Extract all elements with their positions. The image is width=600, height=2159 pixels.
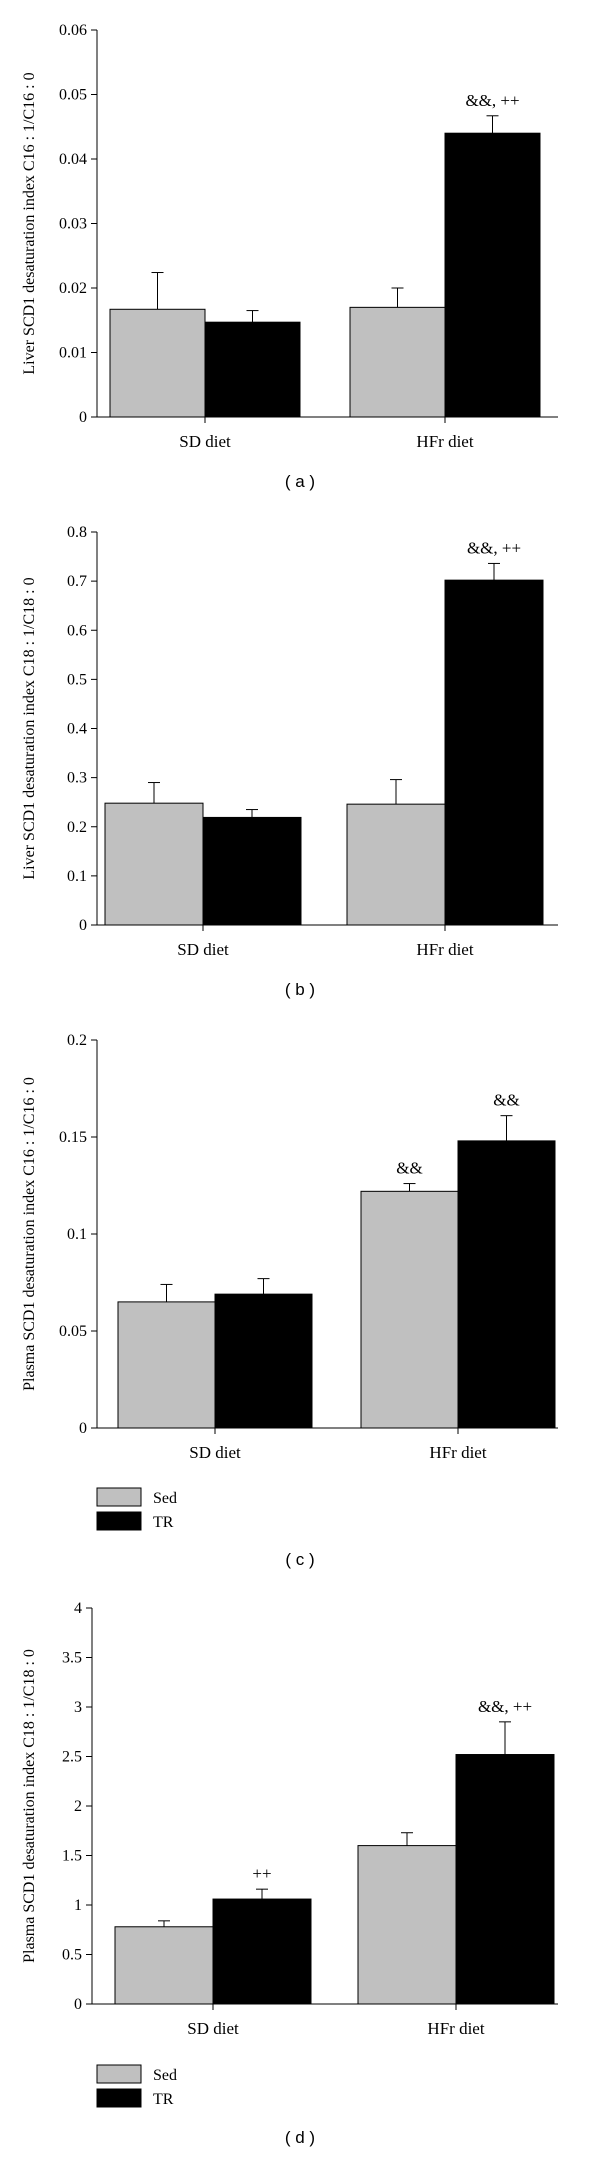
bar-sed-1 bbox=[346, 803, 446, 926]
bar-tr-0 bbox=[212, 1898, 312, 2005]
y-tick-label: 1 bbox=[74, 1897, 82, 1914]
legend: Sed TR bbox=[96, 1487, 177, 1531]
x-category-label: SD diet bbox=[179, 432, 231, 451]
y-tick-label: 0.06 bbox=[59, 22, 87, 39]
chart-panel-b: 0 0.1 0.2 0.3 0.4 0.5 0.6 0.7 0.8 Liver SCD1 desa… bbox=[21, 524, 558, 999]
bar-sed-0 bbox=[114, 1926, 214, 2005]
significance-annotation: &&, ++ bbox=[465, 91, 519, 110]
significance-annotation: &&, ++ bbox=[467, 538, 521, 557]
y-tick-label: 1.5 bbox=[62, 1848, 82, 1865]
y-tick-label: 0.01 bbox=[59, 345, 87, 362]
legend-label: TR bbox=[153, 1514, 174, 1531]
significance-annotation: && bbox=[493, 1091, 519, 1110]
legend: Sed TR bbox=[96, 2064, 177, 2108]
y-tick-label: 0.05 bbox=[59, 87, 87, 104]
bar-sed-1 bbox=[360, 1190, 459, 1429]
panel-label: ( d ) bbox=[285, 2128, 315, 2147]
y-tick-label: 0.02 bbox=[59, 280, 87, 297]
bar-sed-0 bbox=[117, 1301, 216, 1429]
x-category-label: HFr diet bbox=[416, 432, 473, 451]
y-tick-label: 0.15 bbox=[59, 1129, 87, 1146]
y-axis-title: Liver SCD1 desaturation index C18 : 1/C1… bbox=[21, 577, 38, 879]
significance-annotation: ++ bbox=[252, 1864, 271, 1883]
panel-label: ( b ) bbox=[285, 980, 315, 999]
y-axis-title: Liver SCD1 desaturation index C16 : 1/C1… bbox=[21, 72, 38, 374]
y-tick-label: 0.03 bbox=[59, 216, 87, 233]
y-axis-title: Plasma SCD1 desaturation index C18 : 1/C… bbox=[21, 1649, 38, 1963]
legend-swatch-sed bbox=[96, 1487, 142, 1507]
y-tick-label: 0.7 bbox=[67, 573, 87, 590]
panel-label: ( a ) bbox=[285, 472, 315, 491]
bar-sed-1 bbox=[349, 306, 446, 418]
bar-tr-1 bbox=[444, 579, 544, 926]
x-category-label: HFr diet bbox=[429, 1443, 486, 1462]
y-tick-label: 2 bbox=[74, 1798, 82, 1815]
y-tick-label: 0.2 bbox=[67, 1032, 87, 1049]
y-tick-label: 0 bbox=[74, 1996, 82, 2013]
y-tick-label: 0.8 bbox=[67, 524, 87, 541]
legend-swatch-tr bbox=[96, 1511, 142, 1531]
y-tick-label: 0.1 bbox=[67, 1226, 87, 1243]
y-tick-label: 0.3 bbox=[67, 770, 87, 787]
bar-tr-0 bbox=[202, 816, 302, 926]
chart-panel-c: 0 0.05 0.1 0.15 0.2 Plasma SCD1 desaturation … bbox=[21, 1032, 558, 1569]
bar-tr-1 bbox=[444, 132, 541, 418]
bar-tr-1 bbox=[457, 1140, 556, 1429]
x-category-label: SD diet bbox=[187, 2019, 239, 2038]
significance-annotation: && bbox=[396, 1159, 422, 1178]
y-tick-label: 0.2 bbox=[67, 819, 87, 836]
y-tick-label: 0.1 bbox=[67, 868, 87, 885]
bar-sed-0 bbox=[109, 308, 206, 418]
legend-label: Sed bbox=[153, 1490, 177, 1507]
x-category-label: HFr diet bbox=[416, 940, 473, 959]
y-tick-label: 0.6 bbox=[67, 622, 87, 639]
bar-tr-1 bbox=[455, 1754, 555, 2005]
x-category-label: SD diet bbox=[177, 940, 229, 959]
bar-tr-0 bbox=[214, 1293, 313, 1429]
y-tick-label: 3 bbox=[74, 1699, 82, 1716]
x-category-label: HFr diet bbox=[427, 2019, 484, 2038]
y-tick-label: 0.04 bbox=[59, 151, 87, 168]
legend-label: TR bbox=[153, 2091, 174, 2108]
y-tick-label: 0.5 bbox=[62, 1947, 82, 1964]
significance-annotation: &&, ++ bbox=[478, 1697, 532, 1716]
y-tick-label: 0 bbox=[79, 409, 87, 426]
y-tick-label: 0.4 bbox=[67, 721, 87, 738]
y-tick-label: 3.5 bbox=[62, 1650, 82, 1667]
legend-label: Sed bbox=[153, 2067, 177, 2084]
bar-sed-1 bbox=[357, 1845, 457, 2005]
bar-tr-0 bbox=[204, 321, 301, 418]
legend-swatch-tr bbox=[96, 2088, 142, 2108]
chart-panel-d: 0 0.5 1 1.5 2 2.5 3 3.5 4 Plasma SCD1 desaturatio… bbox=[21, 1600, 558, 2147]
y-tick-label: 0.5 bbox=[67, 671, 87, 688]
y-tick-label: 0 bbox=[79, 917, 87, 934]
chart-panel-a: 0 0.01 0.02 0.03 0.04 0.05 0.06 Liver SCD1 desa… bbox=[21, 22, 558, 491]
x-category-label: SD diet bbox=[189, 1443, 241, 1462]
y-tick-label: 0 bbox=[79, 1420, 87, 1437]
legend-swatch-sed bbox=[96, 2064, 142, 2084]
y-tick-label: 2.5 bbox=[62, 1749, 82, 1766]
y-tick-label: 4 bbox=[74, 1600, 82, 1617]
panel-label: ( c ) bbox=[285, 1550, 314, 1569]
y-tick-label: 0.05 bbox=[59, 1323, 87, 1340]
y-axis-title: Plasma SCD1 desaturation index C16 : 1/C… bbox=[21, 1077, 38, 1391]
bar-sed-0 bbox=[104, 802, 204, 926]
